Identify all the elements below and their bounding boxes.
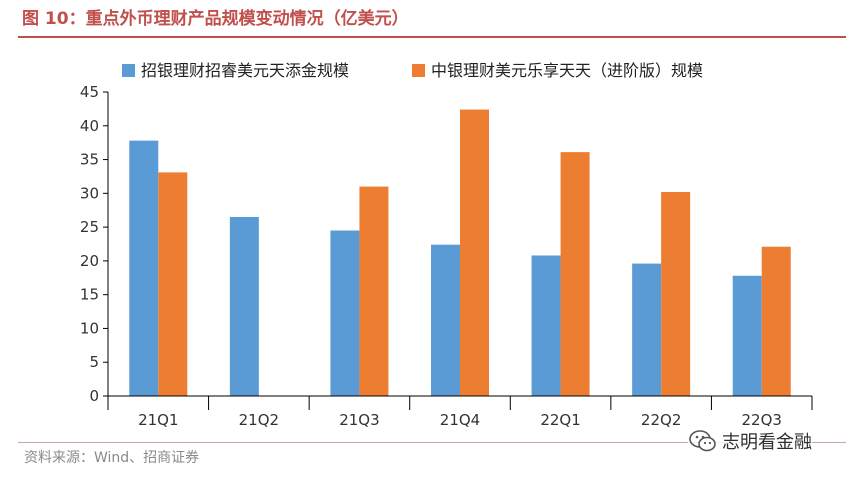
y-tick-label: 20 bbox=[80, 252, 99, 270]
y-tick-label: 10 bbox=[80, 319, 99, 337]
bar-22Q2-series-1 bbox=[632, 263, 662, 396]
chart-title: 图 10：重点外币理财产品规模变动情况（亿美元） bbox=[22, 9, 409, 29]
source-note: 资料来源：Wind、招商证券 bbox=[24, 450, 200, 466]
bar-21Q1-series-2 bbox=[158, 172, 188, 396]
bars-group bbox=[129, 109, 791, 396]
y-tick-label: 30 bbox=[80, 184, 99, 202]
y-tick-label: 15 bbox=[80, 286, 99, 304]
x-axis: 21Q1 21Q2 21Q3 21Q4 22Q1 22Q2 22Q3 bbox=[107, 395, 813, 429]
y-tick-label: 35 bbox=[80, 151, 99, 169]
legend-label-2: 中银理财美元乐享天天（进阶版）规模 bbox=[431, 61, 703, 80]
x-tick-label-22Q3: 22Q3 bbox=[741, 411, 781, 429]
watermark-text: 志明看金融 bbox=[722, 432, 812, 453]
bar-21Q4-series-1 bbox=[431, 244, 460, 396]
x-tick-label-21Q1: 21Q1 bbox=[138, 411, 178, 429]
bar-21Q4-series-2 bbox=[460, 109, 489, 396]
x-tick-label-21Q3: 21Q3 bbox=[339, 411, 379, 429]
y-tick-label: 0 bbox=[89, 387, 99, 405]
wechat-icon bbox=[689, 430, 716, 452]
bar-22Q3-series-1 bbox=[732, 275, 762, 396]
legend-swatch-2 bbox=[412, 64, 425, 77]
legend-swatch-1 bbox=[122, 64, 135, 77]
x-tick-label-21Q4: 21Q4 bbox=[440, 411, 480, 429]
legend-label-1: 招银理财招睿美元天添金规模 bbox=[141, 61, 349, 80]
x-tick-label-22Q2: 22Q2 bbox=[641, 411, 681, 429]
bar-21Q1-series-1 bbox=[129, 140, 159, 396]
x-tick-label-21Q2: 21Q2 bbox=[239, 411, 279, 429]
bar-21Q2-series-1 bbox=[229, 216, 259, 396]
bar-21Q3-series-2 bbox=[359, 186, 389, 396]
y-tick-label: 25 bbox=[80, 218, 99, 236]
bar-21Q3-series-1 bbox=[330, 230, 360, 396]
y-tick-label: 5 bbox=[89, 353, 99, 371]
y-axis: 0 5 10 15 20 25 30 35 40 45 bbox=[80, 83, 109, 405]
footer-divider bbox=[18, 442, 846, 443]
bar-22Q2-series-2 bbox=[661, 191, 691, 396]
legend: 招银理财招睿美元天添金规模 中银理财美元乐享天天（进阶版）规模 bbox=[122, 61, 703, 80]
y-tick-label: 40 bbox=[80, 117, 99, 135]
x-tick-label-22Q1: 22Q1 bbox=[540, 411, 580, 429]
watermark: 志明看金融 bbox=[688, 426, 812, 456]
y-tick-label: 45 bbox=[80, 83, 99, 101]
title-divider bbox=[18, 36, 846, 38]
bar-22Q1-series-1 bbox=[531, 255, 561, 396]
bar-22Q1-series-2 bbox=[560, 152, 590, 396]
bar-22Q3-series-2 bbox=[761, 246, 791, 396]
